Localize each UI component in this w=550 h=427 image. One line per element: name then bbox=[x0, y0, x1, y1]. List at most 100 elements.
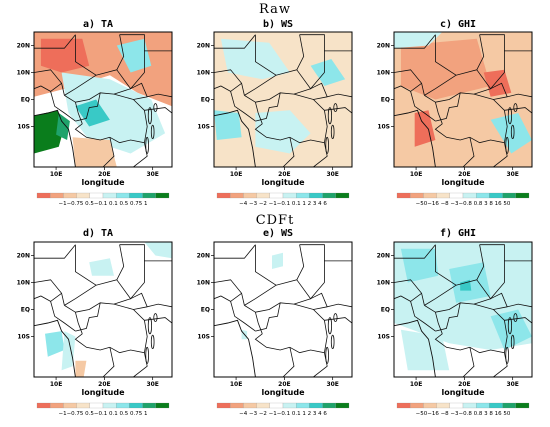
country-border bbox=[394, 292, 422, 302]
lat-tick-label: EQ bbox=[21, 97, 30, 104]
lat-tick-label: EQ bbox=[201, 97, 210, 104]
anomaly-region bbox=[214, 110, 242, 140]
country-border bbox=[50, 301, 76, 332]
country-border bbox=[479, 34, 532, 52]
anomaly-region bbox=[61, 331, 76, 371]
lat-tick-label: 10S bbox=[17, 334, 30, 341]
country-border bbox=[293, 93, 328, 100]
colorbar-swatch bbox=[89, 402, 104, 409]
lake-outline bbox=[507, 317, 512, 335]
lake-outline bbox=[505, 346, 509, 364]
country-border bbox=[410, 301, 436, 332]
anomaly-region bbox=[75, 99, 110, 127]
country-border bbox=[289, 346, 328, 377]
country-border bbox=[424, 284, 457, 306]
colorbar-swatch bbox=[129, 402, 143, 409]
country-border bbox=[473, 93, 508, 100]
map-panel-e: 20N 10N EQ 10S 10E 20E 30E longitude −4 −3 −2 −1… bbox=[197, 241, 353, 417]
country-border bbox=[424, 74, 457, 96]
country-border bbox=[254, 123, 291, 141]
country-border bbox=[435, 298, 491, 313]
row-title-cdft: CDFt bbox=[255, 213, 295, 228]
lake-outline bbox=[150, 334, 155, 350]
anomaly-region bbox=[72, 137, 117, 167]
lake-outline bbox=[145, 346, 149, 364]
colorbar-swatch bbox=[243, 402, 257, 409]
country-border bbox=[74, 333, 111, 351]
country-border bbox=[313, 309, 328, 353]
colorbar-swatch bbox=[50, 192, 64, 199]
country-border bbox=[476, 260, 505, 300]
colorbar-swatch bbox=[322, 192, 336, 199]
panel-title-d: d) TA bbox=[82, 228, 114, 239]
anomaly-region bbox=[400, 248, 439, 283]
colorbar-swatch bbox=[50, 402, 64, 409]
country-border bbox=[133, 309, 148, 353]
lake-outline bbox=[333, 313, 338, 323]
country-border bbox=[434, 333, 471, 351]
anomaly-region bbox=[89, 258, 114, 276]
anomaly-region bbox=[56, 113, 70, 140]
colorbar-swatch bbox=[129, 192, 143, 199]
country-border bbox=[254, 333, 291, 351]
country-border bbox=[424, 95, 443, 124]
x-axis-title: longitude bbox=[261, 178, 305, 187]
lat-tick-label: 10N bbox=[377, 70, 390, 77]
lake-outline bbox=[325, 136, 329, 154]
country-border bbox=[109, 136, 148, 167]
country-border bbox=[214, 82, 242, 92]
colorbar-labels: −50−16 −8 −3−0.8 0.8 3 8 16 50 bbox=[416, 411, 511, 417]
colorbar-swatch bbox=[142, 402, 156, 409]
colorbar-swatch bbox=[436, 192, 450, 199]
country-border bbox=[310, 292, 352, 308]
country-border bbox=[34, 69, 65, 96]
country-border bbox=[34, 279, 65, 306]
country-border bbox=[299, 244, 352, 262]
colorbar-swatch bbox=[449, 402, 464, 409]
lake-outline bbox=[153, 313, 158, 323]
x-axis-title: longitude bbox=[81, 388, 125, 397]
country-border bbox=[476, 50, 505, 90]
colorbar-swatch bbox=[462, 402, 477, 409]
lat-tick-label: 20N bbox=[377, 253, 390, 260]
lake-outline bbox=[147, 107, 152, 125]
anomaly-region bbox=[255, 110, 311, 154]
country-border bbox=[394, 69, 425, 96]
country-border bbox=[75, 244, 125, 286]
panel-title-f: f) GHI bbox=[439, 228, 477, 239]
country-border bbox=[282, 137, 295, 167]
colorbar-swatch bbox=[282, 402, 297, 409]
country-border bbox=[244, 95, 263, 124]
colorbar-swatch bbox=[410, 402, 424, 409]
x-axis-title: longitude bbox=[81, 178, 125, 187]
colorbar-swatch bbox=[230, 192, 244, 199]
colorbar-labels: −4 −3 −2 −1−0.1 0.1 1 2 3 4 6 bbox=[239, 201, 327, 207]
country-border bbox=[310, 82, 352, 98]
country-border bbox=[244, 284, 277, 306]
country-border bbox=[296, 50, 325, 90]
coastline bbox=[394, 109, 436, 167]
anomaly-region bbox=[75, 360, 87, 377]
country-border bbox=[435, 302, 461, 332]
lake-outline bbox=[510, 124, 515, 140]
country-border bbox=[244, 305, 263, 334]
lake-outline bbox=[513, 103, 518, 113]
panel-title-e: e) WS bbox=[262, 228, 294, 239]
colorbar-swatch bbox=[256, 402, 270, 409]
country-border bbox=[102, 137, 115, 167]
country-border bbox=[255, 298, 311, 313]
lat-tick-label: 10N bbox=[197, 70, 210, 77]
colorbar-swatch bbox=[449, 192, 464, 199]
colorbar-swatch bbox=[89, 192, 104, 199]
colorbar-swatch bbox=[410, 192, 424, 199]
country-border bbox=[490, 82, 532, 98]
country-border bbox=[64, 284, 97, 306]
country-border bbox=[113, 303, 148, 310]
colorbar-swatch bbox=[515, 192, 530, 199]
lon-tick-label: 20E bbox=[278, 381, 290, 388]
map-panel-c: 20N 10N EQ 10S 10E 20E 30E longitude −50−16 −8 −… bbox=[377, 31, 533, 207]
country-border bbox=[116, 260, 145, 300]
country-border bbox=[34, 292, 62, 302]
coastline bbox=[34, 319, 76, 377]
